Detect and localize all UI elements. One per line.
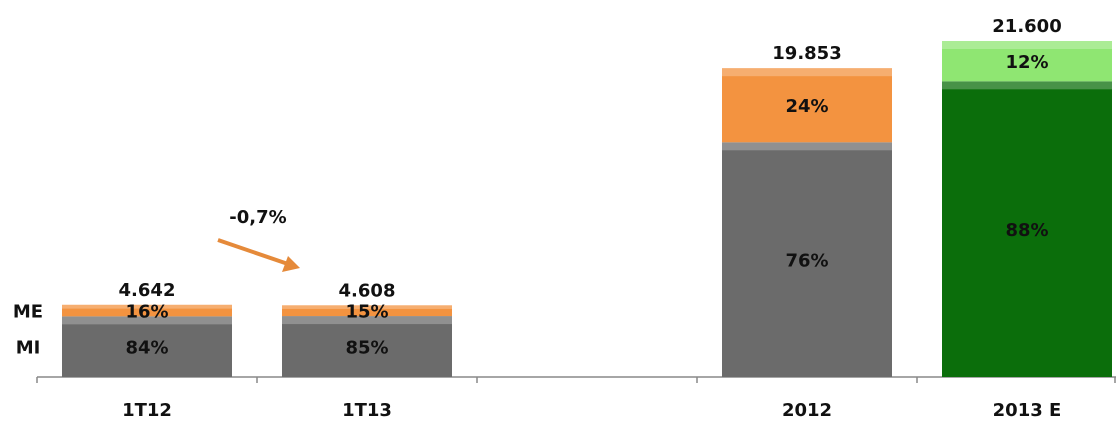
bar-segment bbox=[722, 68, 892, 143]
segment-label: 15% bbox=[345, 302, 388, 323]
segment-label: 16% bbox=[125, 302, 168, 323]
total-label: 21.600 bbox=[992, 16, 1061, 37]
bar-highlight bbox=[722, 68, 892, 77]
bar-highlight bbox=[62, 304, 232, 309]
total-label: 19.853 bbox=[772, 43, 841, 64]
x-tick-label: 2012 bbox=[782, 400, 832, 421]
bar-segment bbox=[722, 142, 892, 377]
x-tick-label: 1T12 bbox=[122, 400, 172, 421]
segment-label: 85% bbox=[345, 338, 388, 359]
bar-highlight bbox=[62, 316, 232, 325]
bar-segment bbox=[282, 305, 452, 317]
total-label: 4.642 bbox=[119, 280, 176, 301]
annotation: -0,7% bbox=[229, 207, 286, 228]
bar-segment bbox=[942, 81, 1112, 377]
x-tick-label: 1T13 bbox=[342, 400, 392, 421]
annotation-arrow bbox=[217, 238, 289, 266]
segment-label: 12% bbox=[1005, 52, 1048, 73]
bar-highlight bbox=[282, 316, 452, 325]
total-label: 4.608 bbox=[339, 280, 396, 301]
segment-label: 76% bbox=[785, 251, 828, 272]
segment-label: 88% bbox=[1005, 220, 1048, 241]
bar-segment bbox=[942, 41, 1112, 82]
bar-segment bbox=[62, 316, 232, 377]
annotation-arrowhead bbox=[282, 256, 300, 272]
segment-label: 24% bbox=[785, 96, 828, 117]
x-tick-label: 2013 E bbox=[993, 400, 1062, 421]
bar-highlight bbox=[942, 81, 1112, 90]
legend-label: ME bbox=[13, 302, 43, 323]
bar-segment bbox=[62, 304, 232, 317]
bar-segment bbox=[282, 316, 452, 377]
bar-highlight bbox=[942, 41, 1112, 49]
segment-label: 84% bbox=[125, 338, 168, 359]
bar-highlight bbox=[282, 305, 452, 309]
legend-label: MI bbox=[16, 338, 41, 359]
bar-highlight bbox=[722, 142, 892, 151]
